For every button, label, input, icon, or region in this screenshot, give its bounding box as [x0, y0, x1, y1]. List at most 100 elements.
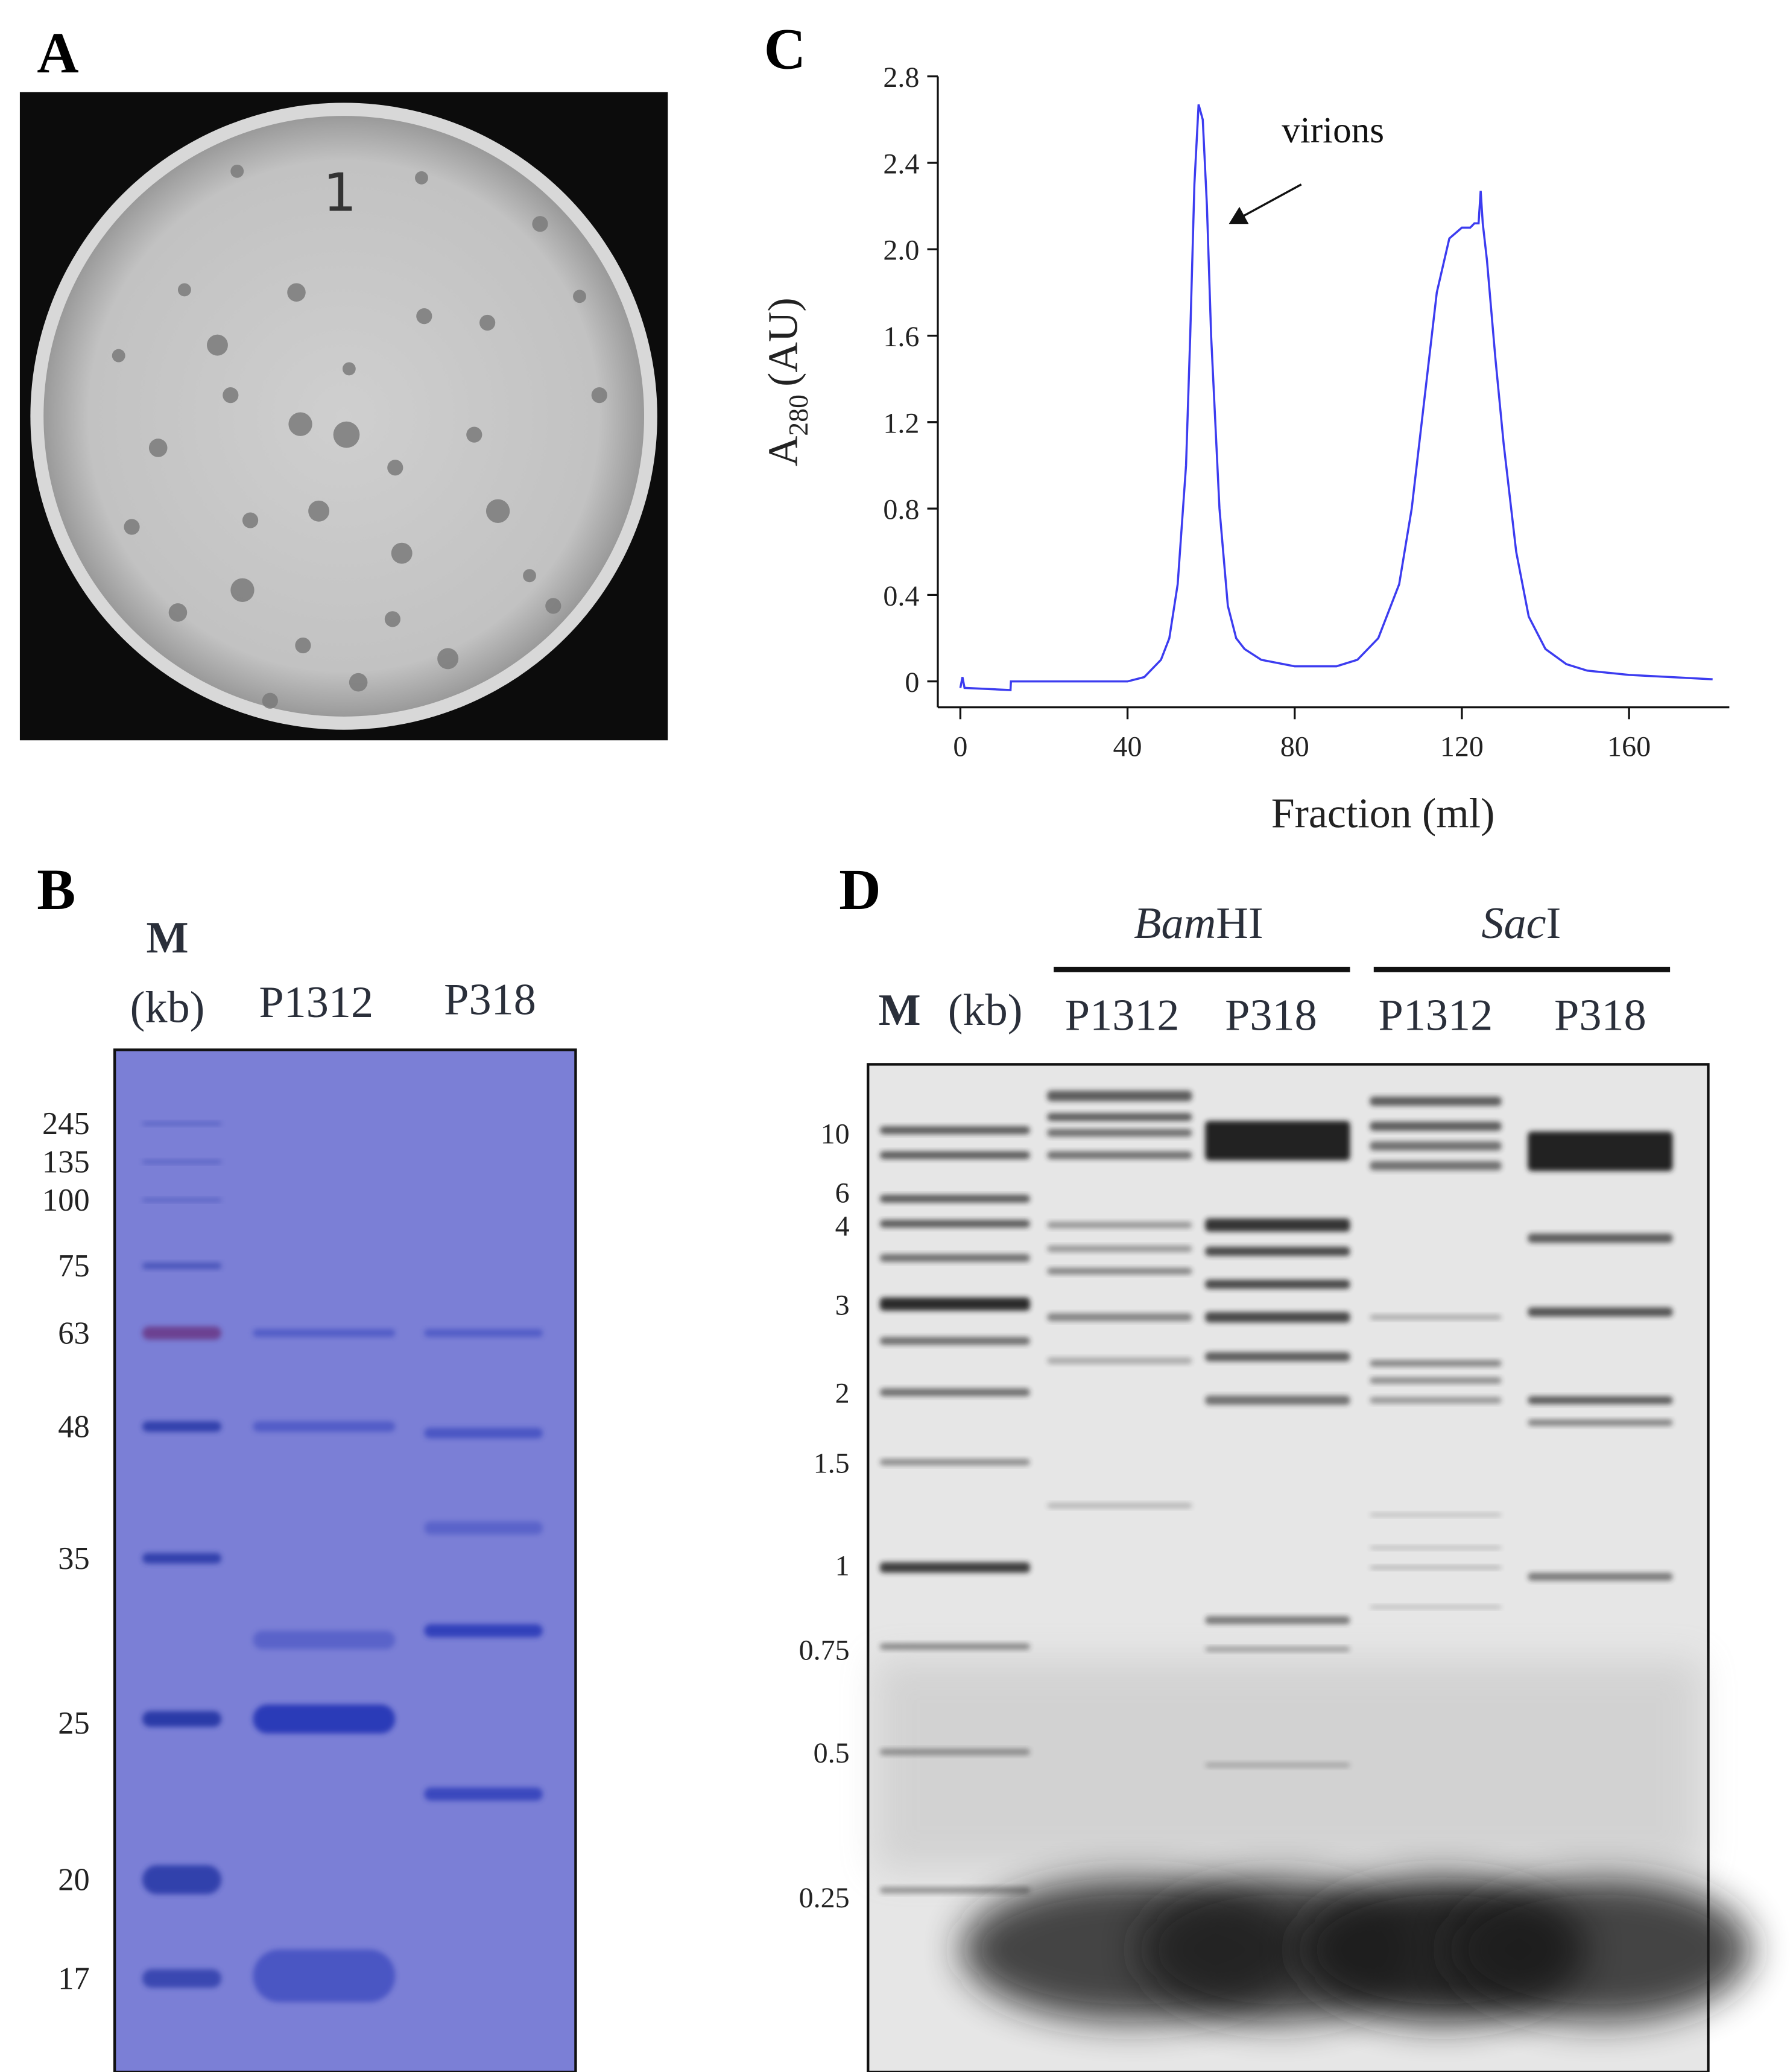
- dna-band: [1047, 1221, 1192, 1229]
- dna-band: [879, 1220, 1030, 1228]
- size-label: 2: [835, 1378, 850, 1410]
- data-line: [959, 104, 1713, 691]
- plaque: [287, 283, 306, 302]
- y-tick-label: 2.4: [883, 148, 919, 180]
- dna-band: [1370, 1121, 1502, 1131]
- plaque: [384, 611, 401, 627]
- size-label: 17: [58, 1961, 89, 1996]
- dna-band: [1370, 1396, 1502, 1404]
- enzyme-label: SacI: [1481, 899, 1561, 948]
- y-tick-label: 0: [905, 667, 919, 699]
- plate-photo: 1: [19, 92, 668, 741]
- y-label-unit: (AU): [760, 297, 806, 386]
- plaque: [177, 283, 191, 297]
- x-tick-label: 40: [1113, 730, 1142, 762]
- plaque: [124, 519, 140, 535]
- dna-band: [1205, 1246, 1350, 1256]
- protein-band: [142, 1326, 222, 1340]
- dna-band: [1205, 1616, 1350, 1624]
- dna-band: [1205, 1395, 1350, 1405]
- protein-band: [253, 1421, 396, 1432]
- agar: [43, 116, 645, 717]
- lane-label: P1312: [259, 978, 373, 1027]
- dna-band: [1047, 1313, 1192, 1322]
- y-tick-label: 2.0: [883, 235, 919, 267]
- lane-label: P1312: [1379, 991, 1493, 1041]
- dna-band: [1047, 1091, 1192, 1101]
- dna-band: [1370, 1161, 1502, 1171]
- dna-band: [1205, 1279, 1350, 1289]
- enzyme-rest: I: [1546, 899, 1561, 948]
- plaque: [168, 603, 188, 622]
- protein-band: [253, 1949, 396, 2003]
- plaque: [148, 439, 168, 457]
- protein-band: [424, 1624, 543, 1638]
- enzyme-italic: Sac: [1481, 899, 1546, 948]
- dna-band: [879, 1459, 1030, 1466]
- plaque: [207, 334, 228, 356]
- dna-band: [1047, 1357, 1192, 1364]
- protein-band: [253, 1630, 396, 1650]
- plaque: [485, 499, 510, 523]
- protein-band: [424, 1329, 543, 1337]
- plaque: [523, 569, 536, 583]
- enzyme-label: BamHI: [1134, 899, 1263, 948]
- protein-band: [142, 1553, 222, 1564]
- lane-label: P1312: [1065, 991, 1180, 1041]
- protein-band: [142, 1711, 222, 1727]
- dna-band: [1370, 1096, 1502, 1106]
- x-tick-label: 80: [1280, 730, 1309, 762]
- panel-label: B: [37, 857, 75, 922]
- dna-band: [1205, 1762, 1350, 1768]
- size-label: 0.75: [799, 1634, 850, 1666]
- y-tick-label: 0.4: [883, 580, 919, 612]
- dna-band: [1528, 1307, 1673, 1317]
- size-label: 135: [42, 1145, 90, 1180]
- dna-band: [1370, 1565, 1502, 1570]
- size-label: 4: [835, 1210, 850, 1242]
- panel-label: A: [37, 21, 78, 85]
- size-label: 20: [58, 1863, 89, 1898]
- protein-band: [424, 1428, 543, 1439]
- protein-band: [142, 1263, 222, 1270]
- dna-band: [1528, 1419, 1673, 1426]
- protein-band: [424, 1787, 543, 1801]
- plaque: [387, 460, 403, 476]
- gel-smear: [1449, 1877, 1752, 2023]
- size-label: 3: [835, 1289, 850, 1321]
- size-label: 1: [835, 1550, 850, 1582]
- dna-band: [879, 1297, 1030, 1311]
- plaque: [308, 500, 330, 522]
- dna-band: [1047, 1151, 1192, 1159]
- dna-band: [1047, 1503, 1192, 1509]
- dna-band: [1370, 1141, 1502, 1151]
- dna-band: [879, 1337, 1030, 1345]
- y-axis-label: A280 (AU): [760, 297, 813, 466]
- protein-band: [142, 1865, 222, 1895]
- dna-band: [1047, 1129, 1192, 1137]
- enzyme-rest: HI: [1216, 899, 1263, 948]
- marker-label: M: [879, 986, 921, 1035]
- plaque: [333, 421, 360, 448]
- x-tick-label: 160: [1607, 730, 1651, 762]
- y-tick-label: 0.8: [883, 494, 919, 526]
- dna-band: [879, 1643, 1030, 1650]
- plaque: [591, 387, 607, 404]
- x-axis-label: Fraction (ml): [1271, 790, 1495, 837]
- plaque: [342, 362, 356, 376]
- dna-band: [879, 1126, 1030, 1135]
- size-label: 35: [58, 1541, 89, 1576]
- x-tick-label: 120: [1440, 730, 1484, 762]
- plaque: [230, 578, 255, 602]
- protein-band: [142, 1969, 222, 1988]
- plaque: [437, 648, 459, 670]
- dna-band: [879, 1151, 1030, 1159]
- lane-label: P318: [444, 975, 536, 1024]
- size-label: 48: [58, 1409, 89, 1444]
- dna-band: [879, 1194, 1030, 1203]
- dna-band: [1528, 1573, 1673, 1581]
- plaque: [288, 412, 312, 436]
- plaque: [415, 171, 428, 185]
